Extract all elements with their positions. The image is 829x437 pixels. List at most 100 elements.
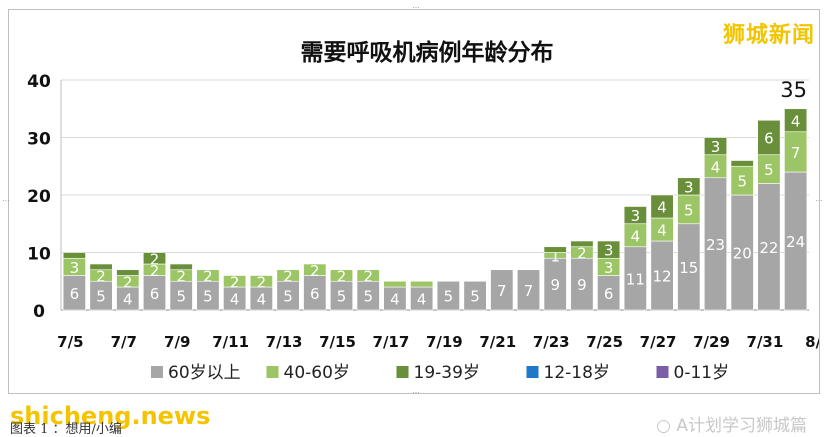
x-tick-label: 7/27	[640, 333, 677, 351]
x-tick-label: 7/31	[747, 333, 784, 351]
bar-segment	[62, 252, 86, 259]
data-label: 3	[631, 207, 641, 225]
data-label: 4	[631, 227, 641, 245]
bar-segment	[329, 269, 354, 282]
data-label: 3	[70, 259, 80, 277]
data-label: 9	[550, 276, 560, 294]
y-tick-label: 0	[33, 302, 45, 322]
legend-label: 0-11岁	[674, 363, 730, 383]
bar-segment	[703, 137, 728, 156]
data-label: 9	[577, 276, 587, 294]
legend-swatch	[526, 366, 539, 378]
data-label: 2	[150, 250, 160, 268]
legend-swatch	[396, 366, 409, 378]
bar-segment	[410, 280, 434, 288]
chart-title: 需要呼吸机病例年龄分布	[301, 39, 554, 66]
bar-segment	[383, 280, 407, 288]
data-label: 5	[337, 288, 347, 306]
y-tick-label: 10	[27, 245, 51, 265]
bar-segment	[463, 280, 487, 311]
data-label: 2	[123, 273, 133, 291]
resize-handle-icon: …	[2, 194, 10, 203]
wechat-account: A计划学习狮城篇	[676, 416, 807, 436]
total-annotation: 35	[780, 78, 807, 102]
data-label: 5	[764, 161, 774, 179]
data-label: 5	[684, 201, 694, 219]
data-label: 2	[337, 268, 347, 286]
data-label: 7	[791, 144, 801, 162]
x-tick-label: 7/17	[373, 333, 410, 351]
data-label: 5	[176, 288, 186, 306]
data-label: 3	[711, 138, 721, 156]
figure-caption: 图表 1 ：想用/小编	[10, 422, 122, 437]
resize-handle-icon: …	[412, 386, 420, 395]
data-label: 6	[604, 285, 614, 303]
x-tick-label: 7/5	[57, 333, 83, 351]
bar-segment	[490, 269, 514, 311]
data-label: 11	[626, 270, 645, 288]
data-label: 4	[657, 222, 667, 240]
data-label: 4	[657, 199, 667, 217]
x-tick-label: 7/7	[111, 333, 137, 351]
legend-label: 60岁以上	[168, 363, 241, 383]
data-label: 2	[96, 268, 106, 286]
chart-frame: 需要呼吸机病例年龄分布 0 10 20 30 40 6 5 4 6 5 5 4 4 5 6 5 5 4 4 5 5 7 7 9…	[2, 2, 829, 395]
data-label: 5	[470, 288, 480, 306]
data-label: 4	[417, 291, 427, 309]
data-label: 2	[150, 262, 160, 280]
x-tick-label: 7/29	[693, 333, 730, 351]
site-watermark: shicheng.news	[10, 402, 211, 430]
bar-segment	[89, 263, 113, 271]
bar-segment	[650, 194, 674, 219]
y-tick-label: 20	[27, 187, 51, 207]
brand-watermark: 狮城新闻	[722, 23, 815, 48]
data-label: 6	[70, 285, 80, 303]
bar-segment	[570, 240, 594, 248]
data-label: 2	[230, 273, 240, 291]
data-label: 2	[257, 273, 267, 291]
data-label: 4	[230, 291, 240, 309]
x-tick-label: 7/23	[533, 333, 570, 351]
legend-label: 40-60岁	[284, 363, 350, 383]
data-label: 12	[653, 268, 672, 286]
legend-swatch	[151, 366, 163, 378]
y-tick-label: 40	[27, 72, 51, 92]
x-tick-label: 7/25	[586, 333, 623, 351]
bar-segment	[730, 160, 754, 167]
data-label: 5	[96, 288, 106, 306]
data-label: 2	[176, 268, 186, 286]
bar-segment	[356, 269, 380, 282]
legend-label: 19-39岁	[414, 363, 480, 383]
bar-segment	[169, 263, 193, 271]
data-label: 6	[150, 285, 160, 303]
bar-segment	[276, 269, 300, 282]
bar-segment	[196, 269, 220, 282]
data-label: 2	[203, 268, 213, 286]
wechat-watermark: ○ A计划学习狮城篇	[656, 411, 807, 436]
x-tick-label: 8/2	[805, 333, 819, 351]
data-label: 23	[706, 236, 725, 254]
data-label: 2	[577, 245, 587, 263]
legend: 60岁以上 40-60岁 19-39岁 12-18岁 0-11岁	[151, 363, 729, 383]
data-label: 1	[550, 247, 560, 265]
data-label: 5	[444, 288, 454, 306]
data-label: 2	[283, 268, 293, 286]
data-label: 7	[497, 282, 507, 300]
data-label: 5	[283, 288, 293, 306]
data-label: 4	[711, 158, 721, 176]
x-tick-label: 7/19	[426, 333, 463, 351]
y-tick-label: 30	[27, 130, 51, 150]
data-label: 5	[203, 288, 213, 306]
data-label: 2	[363, 268, 373, 286]
wechat-icon: ○	[656, 416, 671, 436]
bar-segment	[543, 246, 567, 253]
bar-segment	[142, 252, 167, 265]
bar-segment	[597, 240, 621, 259]
data-label: 3	[684, 178, 694, 196]
data-label: 3	[604, 259, 614, 277]
data-label: 4	[791, 112, 801, 130]
data-label: 5	[737, 173, 747, 191]
legend-swatch	[266, 366, 279, 378]
